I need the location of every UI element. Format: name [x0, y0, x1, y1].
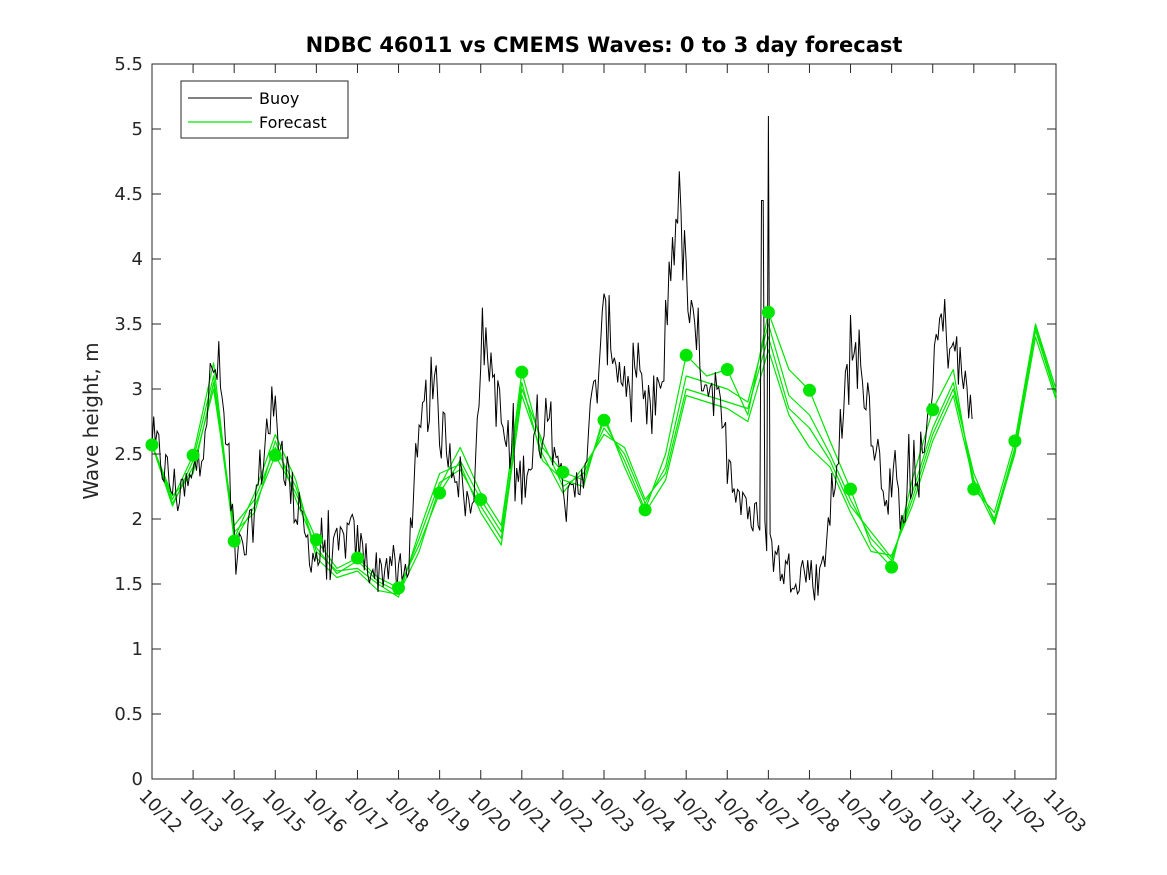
- y-tick-label: 4.5: [114, 184, 143, 205]
- x-tick-label: 10/18: [381, 786, 433, 838]
- chart-title: NDBC 46011 vs CMEMS Waves: 0 to 3 day fo…: [306, 33, 903, 57]
- forecast-marker: [885, 560, 899, 574]
- x-tick-label: 10/24: [628, 786, 680, 838]
- y-tick-label: 2.5: [114, 444, 143, 465]
- x-tick-label: 10/27: [751, 786, 803, 838]
- legend-forecast-label: Forecast: [259, 113, 327, 132]
- forecast-marker: [433, 486, 447, 500]
- forecast-markers: [145, 305, 1022, 595]
- x-tick-label: 10/26: [710, 786, 762, 838]
- forecast-marker: [268, 448, 282, 462]
- x-tick-label: 10/13: [176, 786, 228, 838]
- y-tick-label: 1: [132, 639, 143, 660]
- forecast-marker: [967, 482, 981, 496]
- forecast-marker: [145, 438, 159, 452]
- forecast-marker: [926, 403, 940, 417]
- forecast-marker: [227, 534, 241, 548]
- x-tick-label: 10/14: [217, 786, 269, 838]
- legend-buoy-label: Buoy: [259, 89, 299, 108]
- forecast-marker: [392, 581, 405, 595]
- x-tick-label: 10/17: [340, 786, 392, 838]
- x-tick-label: 10/28: [792, 786, 844, 838]
- x-tick-label: 10/31: [915, 786, 967, 838]
- forecast-marker: [515, 365, 529, 379]
- legend-box: [180, 80, 349, 139]
- x-tick-label: 10/25: [669, 786, 721, 838]
- forecast-marker: [351, 551, 364, 565]
- y-tick-label: 3.5: [114, 314, 143, 335]
- x-tick-label: 10/29: [833, 786, 885, 838]
- x-tick-label: 10/16: [299, 786, 351, 838]
- y-tick-label: 5: [132, 119, 143, 140]
- forecast-marker: [803, 383, 816, 397]
- x-tick-label: 10/23: [586, 786, 638, 838]
- forecast-marker: [761, 305, 775, 319]
- y-axis: 0 0.5 1 1.5 2 2.5 3 3.5 4 4.5 5 5.5: [114, 54, 1056, 790]
- forecast-marker: [309, 533, 323, 547]
- x-tick-label: 10/22: [545, 786, 597, 838]
- y-tick-label: 1.5: [114, 574, 143, 595]
- forecast-marker: [556, 465, 570, 479]
- forecast-marker: [1008, 434, 1022, 448]
- x-tick-label: 10/12: [134, 786, 186, 838]
- forecast-marker: [474, 493, 488, 506]
- y-tick-label: 3: [132, 379, 143, 400]
- y-tick-label: 4: [132, 249, 143, 270]
- y-axis-label: Wave height, m: [79, 342, 103, 499]
- forecast-marker: [679, 348, 693, 362]
- forecast-marker: [597, 413, 611, 427]
- x-tick-label: 10/21: [504, 786, 556, 838]
- forecast-marker: [720, 363, 734, 376]
- x-tick-label: 11/02: [997, 786, 1049, 838]
- y-tick-label: 2: [132, 509, 143, 530]
- forecast-marker: [186, 448, 200, 462]
- x-tick-label: 10/20: [463, 786, 515, 838]
- legend: Buoy Forecast: [180, 80, 349, 139]
- x-tick-label: 11/01: [956, 786, 1008, 838]
- forecast-marker: [844, 482, 857, 496]
- y-tick-label: 5.5: [114, 54, 143, 75]
- forecast-marker: [638, 503, 652, 517]
- y-tick-label: 0.5: [114, 704, 143, 725]
- y-tick-label: 0: [132, 769, 143, 790]
- x-tick-label: 10/15: [258, 786, 310, 838]
- x-tick-label: 11/03: [1038, 786, 1090, 838]
- x-tick-label: 10/19: [422, 786, 474, 838]
- x-tick-label: 10/30: [874, 786, 926, 838]
